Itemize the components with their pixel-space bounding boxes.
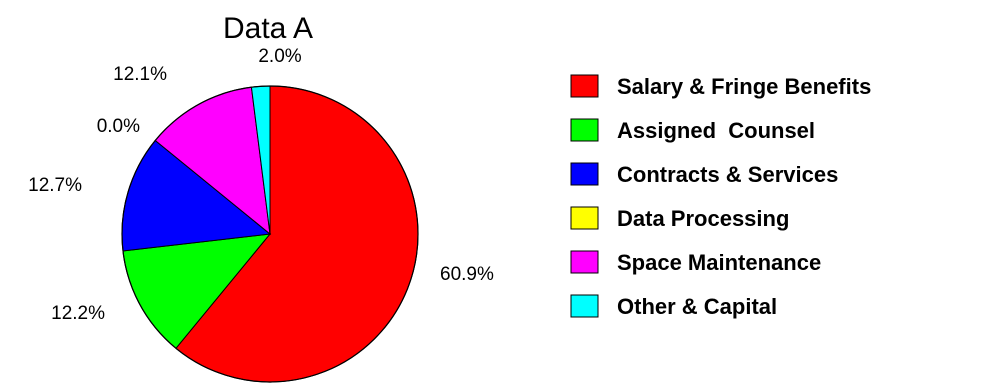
legend-swatch-space-maintenance bbox=[570, 250, 599, 274]
chart-title: Data A bbox=[223, 12, 313, 45]
pie-value-label-other-capital: 2.0% bbox=[258, 46, 301, 67]
pie-value-label-space-maintenance: 12.1% bbox=[113, 64, 167, 85]
pie-value-label-data-processing: 0.0% bbox=[97, 116, 140, 137]
pie-value-label-contracts-services: 12.7% bbox=[28, 175, 82, 196]
legend-label-salary-fringe-benefits: Salary & Fringe Benefits bbox=[617, 74, 871, 99]
legend-label-space-maintenance: Space Maintenance bbox=[617, 250, 821, 275]
legend: Salary & Fringe Benefits Assigned Counsel… bbox=[570, 74, 871, 319]
pie-slices bbox=[121, 85, 419, 383]
legend-label-data-processing: Data Processing bbox=[617, 206, 789, 231]
legend-swatch-other-capital bbox=[570, 294, 599, 318]
legend-label-assigned-counsel: Assigned Counsel bbox=[617, 118, 815, 143]
legend-swatch-contracts-services bbox=[570, 162, 599, 186]
pie-value-labels: 60.9% 12.2% 12.7% 0.0% 12.1% 2.0% bbox=[28, 46, 494, 324]
legend-label-other-capital: Other & Capital bbox=[617, 294, 777, 319]
legend-swatch-data-processing bbox=[570, 206, 599, 230]
pie-outline bbox=[121, 85, 419, 383]
pie-value-label-assigned-counsel: 12.2% bbox=[51, 303, 105, 324]
legend-swatch-salary-fringe-benefits bbox=[570, 74, 599, 98]
pie-value-label-salary-fringe-benefits: 60.9% bbox=[440, 264, 494, 285]
legend-swatch-assigned-counsel bbox=[570, 118, 599, 142]
legend-label-contracts-services: Contracts & Services bbox=[617, 162, 838, 187]
